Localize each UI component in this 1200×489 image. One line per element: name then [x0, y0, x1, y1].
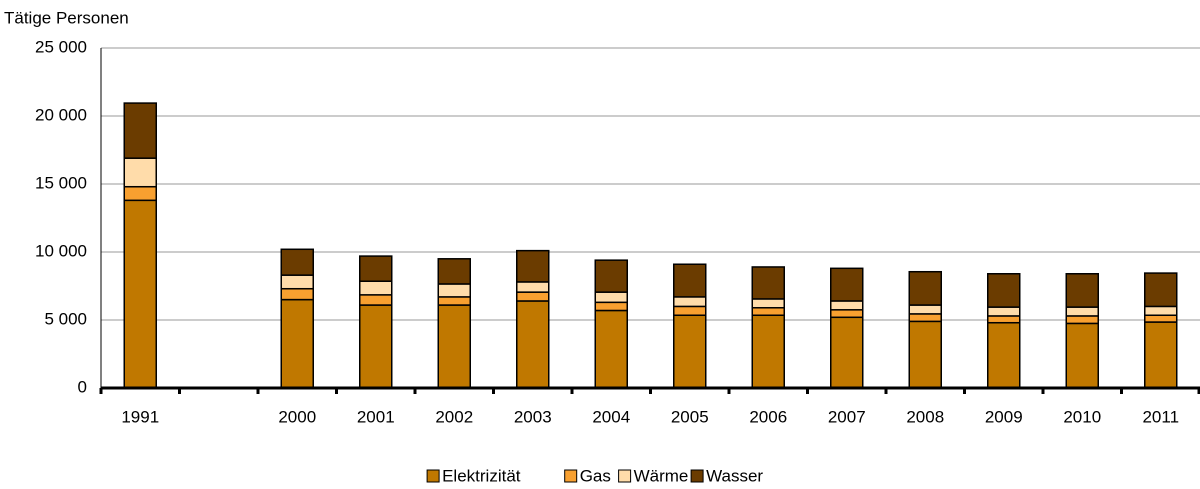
bar-segment: [751, 307, 785, 316]
bar-segment: [830, 316, 864, 389]
bar-segment: [673, 263, 707, 298]
legend-label: Wärme: [634, 466, 689, 485]
bar-segment: [987, 315, 1021, 324]
bar-segment: [594, 301, 628, 312]
bar-segment: [516, 291, 550, 302]
bar-segment: [594, 291, 628, 304]
bar-segment: [751, 266, 785, 300]
x-tick-label: 2005: [671, 407, 709, 426]
x-tick-label: 2004: [592, 407, 630, 426]
y-tick-label: 10 000: [35, 241, 87, 260]
bar-segment: [437, 304, 471, 389]
y-tick-label: 15 000: [35, 173, 87, 192]
bar-segment: [594, 309, 628, 389]
bar-segment: [751, 298, 785, 309]
bar-segment: [673, 305, 707, 316]
legend-label: Wasser: [706, 466, 763, 485]
x-tick-label: 2003: [514, 407, 552, 426]
bar-segment: [359, 255, 393, 282]
bar-segment: [280, 287, 314, 301]
legend-swatch: [564, 469, 578, 483]
bar-segment: [280, 298, 314, 389]
x-tick-label: 1991: [121, 407, 159, 426]
legend-swatch: [426, 469, 440, 483]
bar-segment: [516, 300, 550, 389]
bar-segment: [1065, 273, 1099, 308]
x-tick-label: 2002: [435, 407, 473, 426]
bar-segment: [673, 314, 707, 389]
bar-segment: [908, 304, 942, 315]
bar-segment: [123, 185, 157, 202]
bar-segment: [437, 283, 471, 298]
x-tick-label: 2006: [749, 407, 787, 426]
bar-segment: [594, 259, 628, 293]
bar-segment: [123, 199, 157, 389]
x-tick-label: 2008: [906, 407, 944, 426]
bar-segment: [359, 304, 393, 389]
legend-swatch: [618, 469, 632, 483]
bar-segment: [437, 296, 471, 306]
bar-segment: [123, 157, 157, 188]
y-tick-label: 20 000: [35, 105, 87, 124]
bar-segment: [516, 249, 550, 283]
bar-segment: [1144, 272, 1178, 308]
bar-segment: [280, 248, 314, 276]
y-tick-label: 25 000: [35, 37, 87, 56]
x-tick-label: 2010: [1063, 407, 1101, 426]
bar-segment: [987, 306, 1021, 317]
y-axis-label: Tätige Personen: [4, 8, 129, 27]
x-tick-label: 2007: [828, 407, 866, 426]
bar-segment: [830, 309, 864, 319]
y-tick-label: 0: [78, 377, 87, 396]
bar-segment: [830, 300, 864, 311]
y-tick-label: 5 000: [44, 309, 87, 328]
bar-segment: [1144, 305, 1178, 316]
bar-segment: [1065, 315, 1099, 325]
bar-segment: [1065, 306, 1099, 317]
bar-segment: [437, 258, 471, 285]
bar-segment: [908, 320, 942, 389]
bar-segment: [359, 294, 393, 306]
x-tick-label: 2001: [357, 407, 395, 426]
x-tick-label: 2000: [278, 407, 316, 426]
legend-label: Gas: [580, 466, 611, 485]
bar-segment: [280, 274, 314, 290]
x-tick-label: 2009: [985, 407, 1023, 426]
bar-segment: [1065, 322, 1099, 389]
legend-swatch: [690, 469, 704, 483]
legend-label: Elektrizität: [442, 466, 521, 485]
bar-segment: [1144, 314, 1178, 323]
bar-segment: [123, 102, 157, 159]
bar-segment: [987, 321, 1021, 389]
bar-segment: [830, 267, 864, 302]
bar-segment: [359, 280, 393, 296]
bar-segment: [673, 296, 707, 308]
bar-segment: [516, 281, 550, 293]
bar-segment: [1144, 321, 1178, 389]
bar-segment: [908, 270, 942, 306]
x-tick-label: 2011: [1142, 407, 1179, 426]
bar-segment: [908, 313, 942, 323]
bar-segment: [751, 314, 785, 389]
bar-segment: [987, 273, 1021, 308]
